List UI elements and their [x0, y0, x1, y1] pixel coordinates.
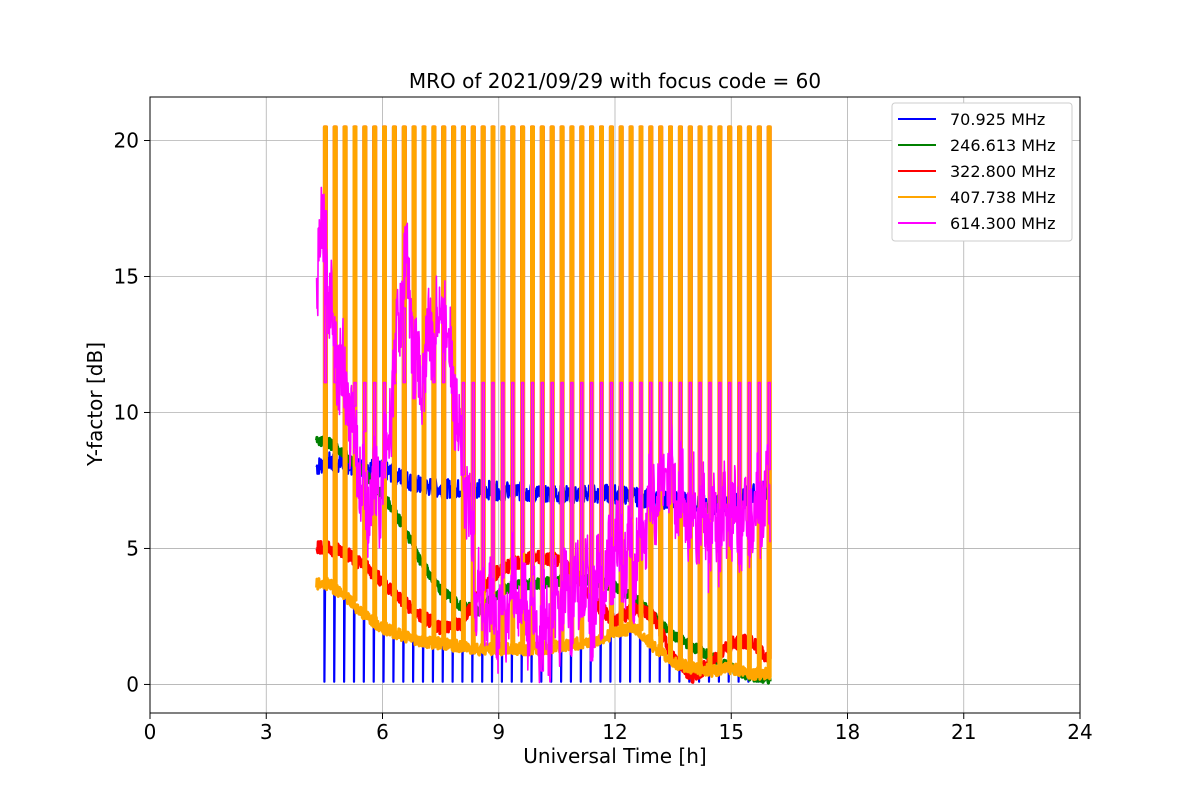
legend-entry: 407.738 MHz — [950, 188, 1055, 207]
legend-entry: 614.300 MHz — [950, 214, 1055, 233]
y-tick-label: 5 — [126, 536, 139, 560]
legend: 70.925 MHz 246.613 MHz 322.800 MHz 407.738 … — [891, 102, 1073, 242]
y-tick-label: 15 — [114, 264, 139, 288]
legend-entry: 246.613 MHz — [950, 136, 1055, 155]
legend-entry: 70.925 MHz — [950, 110, 1045, 129]
y-tick-label: 10 — [114, 400, 139, 424]
x-tick-label: 9 — [492, 720, 505, 744]
x-axis-label: Universal Time [h] — [523, 744, 706, 768]
x-tick-label: 24 — [1067, 720, 1092, 744]
x-tick-label: 21 — [951, 720, 976, 744]
y-tick-label: 0 — [126, 672, 139, 696]
x-tick-label: 12 — [602, 720, 627, 744]
x-tick-label: 0 — [144, 720, 157, 744]
plot-data-group — [315, 125, 772, 685]
series-line — [315, 186, 771, 684]
x-tick-label: 3 — [260, 720, 273, 744]
x-tick-label: 15 — [719, 720, 744, 744]
x-tick-label: 18 — [835, 720, 860, 744]
legend-entry: 322.800 MHz — [950, 162, 1055, 181]
chart-title: MRO of 2021/09/29 with focus code = 60 — [409, 69, 821, 93]
x-tick-label: 6 — [376, 720, 389, 744]
y-axis-label: Y-factor [dB] — [83, 342, 107, 467]
y-tick-label: 20 — [114, 129, 139, 153]
legend-box — [891, 102, 1073, 242]
